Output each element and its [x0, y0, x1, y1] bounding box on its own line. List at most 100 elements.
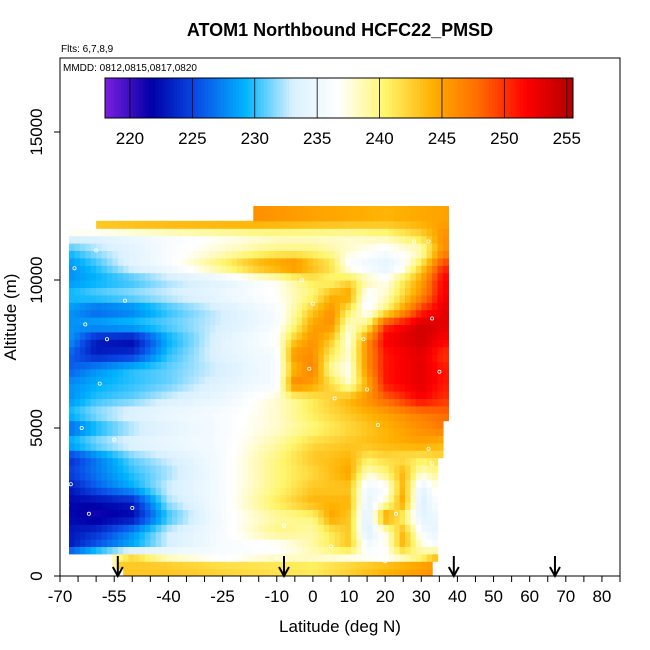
heatmap-cell	[399, 457, 406, 466]
heatmap-cell	[209, 280, 216, 288]
heatmap-cell	[247, 243, 254, 251]
heatmap-cell	[388, 228, 395, 237]
heatmap-cell	[426, 346, 433, 355]
heatmap-cell	[258, 457, 265, 466]
heatmap-cell	[101, 457, 108, 466]
heatmap-cell	[329, 435, 336, 444]
heatmap-cell	[242, 472, 249, 481]
heatmap-cell	[399, 509, 406, 518]
heatmap-cell	[329, 568, 336, 576]
heatmap-cell	[128, 524, 135, 533]
heatmap-cell	[112, 531, 119, 540]
heatmap-cell	[96, 420, 103, 429]
heatmap-cell	[372, 479, 379, 488]
heatmap-cell	[340, 435, 347, 444]
heatmap-cell	[85, 457, 92, 466]
heatmap-cell	[291, 339, 298, 348]
heatmap-cell	[253, 272, 260, 281]
heatmap-cell	[388, 383, 395, 392]
heatmap-cell	[340, 368, 347, 377]
heatmap-cell	[421, 479, 428, 488]
heatmap-cell	[226, 442, 233, 451]
heatmap-cell	[258, 317, 265, 325]
heatmap-cell	[90, 479, 97, 488]
heatmap-cell	[394, 561, 401, 570]
heatmap-cell	[274, 280, 281, 288]
heatmap-cell	[340, 539, 347, 547]
heatmap-cell	[367, 420, 374, 429]
heatmap-cell	[394, 302, 401, 311]
heatmap-cell	[172, 368, 179, 377]
heatmap-cell	[302, 539, 309, 547]
heatmap-cell	[388, 368, 395, 377]
heatmap-cell	[74, 257, 81, 266]
heatmap-cell	[123, 383, 130, 392]
heatmap-cell	[285, 531, 292, 540]
heatmap-cell	[274, 479, 281, 488]
heatmap-cell	[96, 546, 103, 555]
heatmap-cell	[302, 376, 309, 385]
heatmap-cell	[106, 368, 113, 377]
heatmap-cell	[345, 228, 352, 237]
heatmap-cell	[226, 287, 233, 296]
colorbar-swatch	[261, 78, 265, 118]
heatmap-cell	[166, 309, 173, 318]
heatmap-cell	[405, 368, 412, 377]
heatmap-cell	[209, 346, 216, 355]
heatmap-cell	[264, 539, 271, 547]
heatmap-cell	[193, 524, 200, 533]
heatmap-cell	[220, 391, 227, 399]
x-tick-label: -25	[210, 587, 235, 606]
heatmap-cell	[106, 405, 113, 414]
heatmap-cell	[144, 553, 151, 562]
heatmap-cell	[291, 494, 298, 503]
heatmap-cell	[226, 405, 233, 414]
heatmap-cell	[291, 265, 298, 274]
heatmap-cell	[101, 317, 108, 325]
heatmap-cell	[269, 361, 276, 370]
heatmap-cell	[285, 465, 292, 473]
heatmap-cell	[264, 376, 271, 385]
heatmap-cell	[177, 516, 184, 525]
heatmap-cell	[134, 487, 141, 496]
heatmap-cell	[209, 287, 216, 296]
heatmap-cell	[410, 487, 417, 496]
heatmap-cell	[274, 220, 281, 229]
heatmap-cell	[377, 265, 384, 274]
heatmap-cell	[345, 257, 352, 266]
heatmap-cell	[150, 339, 157, 348]
heatmap-cell	[237, 494, 244, 503]
heatmap-cell	[356, 405, 363, 414]
heatmap-cell	[199, 324, 206, 333]
heatmap-cell	[285, 398, 292, 407]
heatmap-cell	[144, 250, 151, 259]
heatmap-cell	[388, 479, 395, 488]
heatmap-cell	[280, 420, 287, 429]
heatmap-cell	[128, 243, 135, 251]
heatmap-cell	[312, 317, 319, 325]
heatmap-cell	[155, 442, 162, 451]
heatmap-cell	[345, 383, 352, 392]
heatmap-cell	[101, 398, 108, 407]
heatmap-cell	[155, 450, 162, 459]
heatmap-cell	[193, 413, 200, 422]
heatmap-cell	[388, 257, 395, 266]
heatmap-cell	[432, 361, 439, 370]
heatmap-cell	[437, 213, 444, 222]
heatmap-cell	[399, 228, 406, 237]
heatmap-cell	[139, 531, 146, 540]
flights-subtitle: Flts: 6,7,8,9	[61, 44, 114, 55]
heatmap-cell	[134, 516, 141, 525]
heatmap-cell	[323, 457, 330, 466]
heatmap-cell	[117, 368, 124, 377]
heatmap-cell	[334, 346, 341, 355]
heatmap-cell	[69, 442, 76, 451]
heatmap-cell	[144, 368, 151, 377]
heatmap-cell	[394, 331, 401, 340]
heatmap-cell	[334, 420, 341, 429]
heatmap-cell	[79, 391, 86, 399]
heatmap-cell	[323, 472, 330, 481]
heatmap-cell	[318, 539, 325, 547]
heatmap-cell	[383, 457, 390, 466]
heatmap-cell	[367, 257, 374, 266]
